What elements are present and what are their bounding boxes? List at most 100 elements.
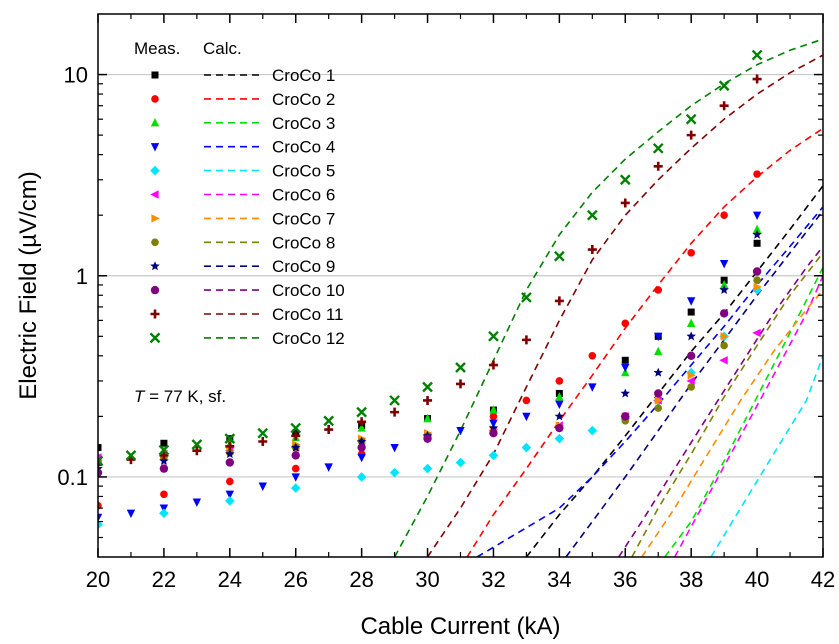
data-point-croco-4 (686, 297, 696, 306)
data-point-croco-5 (587, 425, 598, 436)
data-point-croco-11 (291, 431, 301, 441)
data-point-croco-11 (456, 379, 465, 389)
data-point-croco-12 (652, 142, 664, 154)
axis-ticks (97, 14, 824, 557)
legend-label-croco-8: CroCo 8 (272, 233, 335, 252)
x-tick-label: 38 (679, 567, 703, 592)
plot-frame (97, 13, 824, 558)
data-point-croco-12 (455, 362, 466, 373)
data-point-croco-11 (159, 450, 169, 460)
legend-header-calculated: Calc. (203, 39, 242, 58)
x-tick-labels: 20 22 24 26 28 30 32 34 36 38 40 42 (86, 567, 835, 592)
calc-curve-croco-5 (710, 355, 823, 557)
legend-row-croco-1: CroCo 1 (151, 66, 335, 85)
legend-marker-croco-12 (149, 332, 161, 344)
data-point-croco-9 (752, 229, 762, 239)
data-point-croco-1 (687, 308, 695, 316)
data-point-croco-6 (752, 328, 761, 338)
data-point-croco-4 (752, 211, 762, 220)
x-tick-label: 22 (152, 567, 176, 592)
meas-series-croco-2 (98, 170, 761, 510)
data-point-croco-2 (687, 249, 695, 257)
y-tick-label: 1 (76, 264, 88, 289)
data-point-croco-11 (686, 130, 696, 140)
data-point-croco-9 (159, 456, 169, 466)
legend-marker-croco-3 (150, 118, 160, 127)
data-point-croco-11 (225, 441, 235, 451)
data-point-croco-12 (389, 395, 400, 406)
data-point-croco-4 (192, 498, 202, 507)
legend-row-croco-10: CroCo 10 (150, 281, 345, 300)
legend-label-croco-3: CroCo 3 (272, 114, 335, 133)
data-point-croco-12 (718, 80, 730, 92)
data-point-croco-12 (422, 381, 433, 393)
data-point-croco-5 (389, 467, 400, 478)
legend-row-croco-3: CroCo 3 (150, 114, 335, 133)
x-tick-label: 40 (745, 567, 769, 592)
legend-marker-croco-6 (150, 190, 159, 199)
data-point-croco-11 (587, 245, 597, 255)
data-point-croco-11 (554, 296, 564, 306)
data-point-croco-10 (423, 434, 432, 443)
data-point-croco-4 (324, 463, 333, 472)
data-point-croco-12 (619, 174, 631, 186)
data-point-croco-4 (390, 443, 399, 453)
legend-header-measured: Meas. (134, 39, 180, 58)
data-point-croco-6 (686, 376, 695, 386)
data-point-croco-3 (686, 318, 696, 327)
data-point-croco-10 (98, 468, 103, 477)
data-point-croco-11 (719, 101, 729, 111)
data-point-croco-2 (291, 464, 300, 473)
data-point-croco-4 (357, 453, 366, 463)
data-point-croco-3 (719, 280, 729, 289)
data-point-croco-3 (654, 346, 663, 356)
data-point-croco-11 (324, 425, 334, 435)
data-point-croco-12 (488, 330, 499, 342)
annotation-text: = 77 K, sf. (144, 387, 226, 406)
data-point-croco-10 (159, 464, 169, 473)
data-point-croco-10 (752, 267, 762, 276)
data-point-croco-11 (488, 360, 498, 370)
legend-label-croco-6: CroCo 6 (272, 186, 335, 205)
legend-row-croco-5: CroCo 5 (150, 162, 335, 181)
data-point-croco-5 (422, 463, 433, 474)
legend-label-croco-2: CroCo 2 (272, 90, 335, 109)
data-point-croco-2 (555, 377, 564, 385)
x-axis-title: Cable Current (kA) (360, 613, 560, 640)
data-point-croco-1 (621, 356, 629, 364)
data-point-croco-1 (160, 439, 168, 447)
meas-series-croco-4 (98, 211, 762, 523)
legend-label-croco-1: CroCo 1 (272, 66, 335, 85)
data-point-croco-2 (226, 477, 234, 486)
data-point-croco-5 (290, 483, 301, 493)
data-point-croco-10 (719, 309, 729, 318)
data-point-croco-5 (356, 472, 367, 482)
data-point-croco-12 (521, 292, 532, 303)
legend: Meas. Calc. CroCo 1 CroCo 2 CroCo 3 CroCo 4… (134, 39, 345, 348)
x-tick-label: 20 (86, 567, 110, 592)
data-point-croco-11 (653, 161, 663, 171)
calc-curve-croco-4 (476, 206, 823, 557)
y-tick-label: 10 (64, 63, 88, 88)
data-point-croco-3 (489, 405, 498, 414)
data-point-croco-3 (555, 392, 564, 401)
calc-curve-croco-1 (525, 185, 823, 557)
legend-row-croco-4: CroCo 4 (150, 138, 335, 157)
data-point-croco-7 (654, 396, 664, 405)
data-point-croco-12 (323, 415, 335, 427)
data-point-croco-9 (356, 436, 367, 446)
data-point-croco-1 (753, 239, 761, 247)
data-point-croco-5 (159, 508, 169, 519)
data-point-croco-2 (753, 170, 761, 178)
legend-marker-croco-8 (151, 238, 159, 247)
legend-marker-croco-10 (150, 285, 160, 295)
data-point-croco-4 (654, 332, 663, 342)
x-tick-label: 28 (349, 567, 373, 592)
calc-curve-croco-6 (673, 275, 823, 557)
data-point-croco-8 (687, 383, 695, 391)
data-point-croco-4 (588, 383, 597, 392)
calc-curve-croco-11 (426, 54, 823, 557)
data-point-croco-9 (554, 411, 565, 421)
data-point-croco-4 (225, 490, 235, 500)
